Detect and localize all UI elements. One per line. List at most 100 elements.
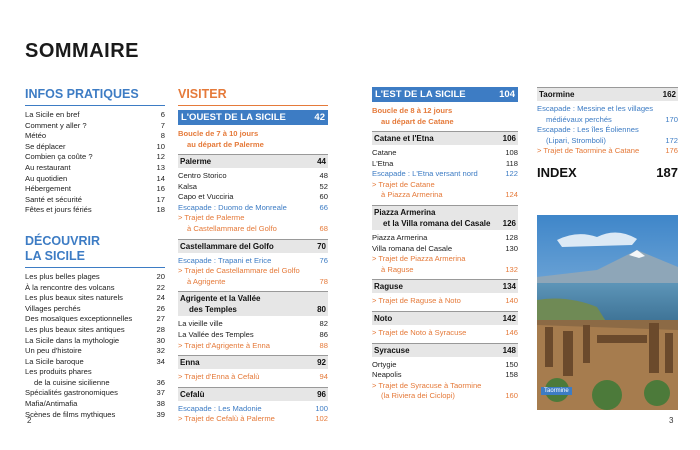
toc-entry: Escapade : Duomo de Monreale 66 [178, 203, 328, 214]
region-bar: L'EST DE LA SICILE 104 [372, 87, 518, 102]
toc-entry: Fêtes et jours fériés 18 [25, 205, 165, 216]
entry-label: Des mosaïques exceptionnelles [25, 314, 153, 325]
section-heading: DÉCOUVRIR LA SICILE [25, 234, 165, 268]
chapter-header: Noto 142 [372, 310, 518, 325]
entry-page: 176 [665, 146, 678, 156]
entry-label: Se déplacer [25, 142, 153, 153]
chapter-title: Enna [180, 357, 313, 368]
toc-entry: Piazza Armerina 128 [372, 233, 518, 244]
photo-caption: Taormine [541, 387, 572, 395]
entry-label: Au restaurant [25, 163, 153, 174]
label-line: La Sicile en bref [25, 110, 80, 119]
label-line: Villa romana del Casale [372, 243, 453, 253]
entry-page: 172 [665, 135, 678, 145]
entry-page: 86 [319, 329, 328, 339]
label-line: médiévaux perchés [546, 114, 612, 124]
entry-label: Les plus belles plages [25, 272, 153, 283]
label-line: à Piazza Armerina [381, 190, 443, 200]
label-line: (Lipari, Stromboli) [546, 135, 606, 145]
title-line: des Temples [189, 305, 237, 315]
chapter-header: Cefalù 96 [178, 386, 328, 401]
toc-entry: Kalsa 52 [178, 182, 328, 193]
chapter-header: Syracuse 148 [372, 342, 518, 357]
label-line: Ortygie [372, 359, 397, 369]
entry-page: 16 [156, 184, 165, 194]
chapter-header: Enna 92 [178, 355, 328, 370]
toc-entry: Des mosaïques exceptionnelles 27 [25, 314, 165, 325]
label-line: > Trajet d'Enna à Cefalù [178, 372, 260, 382]
entry-page: 18 [156, 205, 165, 215]
heading-line: VISITER [178, 87, 227, 101]
entry-label: Ortygie [372, 360, 501, 371]
label-line: Météo [25, 131, 47, 141]
toc-entry: Escapade : Trapani et Erice 76 [178, 256, 328, 267]
entry-label: Les plus beaux sites antiques [25, 325, 153, 336]
entry-page: 170 [665, 114, 678, 124]
toc-entry: Au restaurant 13 [25, 163, 165, 174]
label-line: Escapade : Les îles Éoliennes [537, 125, 639, 135]
chapter-header: Catane et l'Etna 106 [372, 131, 518, 145]
entry-page: 10 [156, 141, 165, 151]
chapter-title: Raguse [374, 281, 499, 292]
toc-entry: Neapolis 158 [372, 370, 518, 381]
chapter-page: 92 [317, 358, 326, 368]
chapter-title: Piazza Armerina et la Villa romana del Ca… [374, 207, 499, 229]
entry-page: 38 [156, 399, 165, 409]
entry-label: > Trajet de Syracuse à Taormine (la Rivie… [372, 381, 501, 402]
entry-label: Scènes de films mythiques [25, 410, 153, 421]
entry-label: Météo [25, 131, 157, 142]
entry-label: Comment y aller ? [25, 121, 157, 132]
label-line: L'Etna [372, 158, 394, 168]
page-number: 3 [669, 416, 674, 425]
entry-page: 27 [156, 314, 165, 324]
entry-page: 37 [156, 388, 165, 398]
entry-label: Les plus beaux sites naturels [25, 293, 153, 304]
chapter-header: Agrigente et la Vallée des Temples 80 [178, 291, 328, 317]
toc-entry: Les produits phares de la cuisine sicilie… [25, 367, 165, 388]
label-line: de la cuisine sicilienne [34, 377, 110, 387]
region-page: 42 [314, 112, 325, 123]
toc-entry: La vieille ville 82 [178, 319, 328, 330]
region-label: L'OUEST DE LA SICILE [181, 112, 286, 123]
entry-label: À la rencontre des volcans [25, 283, 153, 294]
chapter-page: 80 [317, 305, 326, 315]
column-taormine: Taormine 162 Escapade : Messine et les vil… [537, 83, 678, 157]
label-line: Un peu d'histoire [25, 346, 82, 356]
entry-label: Piazza Armerina [372, 233, 501, 244]
entry-label: Centro Storico [178, 171, 316, 182]
entry-label: Escapade : Trapani et Erice [178, 256, 316, 267]
toc-entry: La Sicile baroque 34 [25, 357, 165, 368]
entry-label: > Trajet de Raguse à Noto [372, 296, 501, 307]
chapter-title: Syracuse [374, 345, 499, 356]
entry-label: Villages perchés [25, 304, 153, 315]
column-left: INFOS PRATIQUES La Sicile en bref 6 Comment… [25, 87, 165, 420]
toc-entry: La Vallée des Temples 86 [178, 330, 328, 341]
entry-page: 128 [505, 232, 518, 242]
entry-label: Combien ça coûte ? [25, 152, 153, 163]
chapter-page: 148 [502, 345, 516, 355]
label-line: Piazza Armerina [372, 232, 428, 242]
entry-page: 6 [160, 110, 165, 119]
label-line: Les plus belles plages [25, 271, 100, 281]
photo [537, 215, 678, 410]
label-line: Les plus beaux sites antiques [25, 324, 125, 334]
title-line: et la Villa romana del Casale [383, 218, 491, 228]
label-line: à Raguse [381, 264, 414, 274]
region-intro: Boucle de 7 à 10 jours au départ de Paler… [178, 128, 328, 150]
entry-page: 158 [505, 370, 518, 380]
toc-entry: Comment y aller ? 7 [25, 121, 165, 132]
entry-label: Escapade : Duomo de Monreale [178, 203, 316, 214]
entry-label: Hébergement [25, 184, 153, 195]
title-line: Enna [180, 358, 200, 368]
label-line: Combien ça coûte ? [25, 152, 93, 162]
label-line: Des mosaïques exceptionnelles [25, 314, 133, 324]
entry-page: 108 [505, 148, 518, 157]
label-line: > Trajet de Castellammare del Golfo [178, 266, 300, 276]
toc-entry: Santé et sécurité 17 [25, 195, 165, 206]
entry-label: La Vallée des Temples [178, 330, 316, 341]
label-line: (la Riviera dei Ciclopi) [381, 391, 455, 401]
entry-page: 94 [319, 372, 328, 382]
entry-label: Escapade : Les Madonie [178, 404, 311, 415]
chapter-title: Cefalù [180, 389, 313, 400]
region-bar: L'OUEST DE LA SICILE 42 [178, 110, 328, 125]
